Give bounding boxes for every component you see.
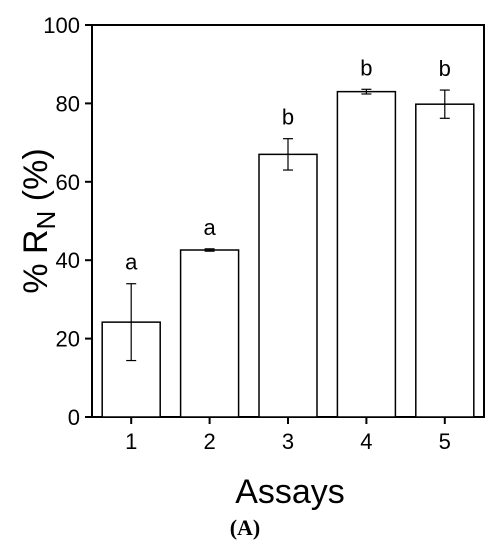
x-tick-label: 2 <box>203 429 215 454</box>
y-axis: 0 20 40 60 80 100 <box>43 13 92 430</box>
y-axis-title-suffix: (%) <box>17 148 55 210</box>
significance-label: b <box>439 56 451 81</box>
x-axis: 1 2 3 4 5 <box>125 417 451 454</box>
x-tick-label: 3 <box>282 429 294 454</box>
significance-label: a <box>125 250 138 275</box>
bar <box>336 90 397 418</box>
panel-label: (A) <box>230 515 261 540</box>
bar-series: a a b b b <box>101 55 475 418</box>
x-axis-title: Assays <box>235 473 345 511</box>
y-tick-label: 40 <box>56 248 80 273</box>
x-tick-label: 5 <box>439 429 451 454</box>
y-tick-label: 60 <box>56 170 80 195</box>
significance-label: b <box>282 105 294 130</box>
bar <box>415 103 475 418</box>
y-tick-label: 80 <box>56 91 80 116</box>
significance-label: b <box>360 55 372 80</box>
x-tick-label: 4 <box>360 429 372 454</box>
significance-label: a <box>203 215 216 240</box>
y-axis-title-subscript: N <box>31 211 61 230</box>
bar <box>258 153 318 418</box>
y-tick-label: 0 <box>68 405 80 430</box>
y-tick-label: 100 <box>43 13 80 38</box>
y-axis-title-prefix: % R <box>17 229 55 293</box>
y-axis-title: % RN (%) <box>17 148 61 293</box>
bar <box>179 249 240 418</box>
y-tick-label: 20 <box>56 327 80 352</box>
x-tick-label: 1 <box>125 429 137 454</box>
